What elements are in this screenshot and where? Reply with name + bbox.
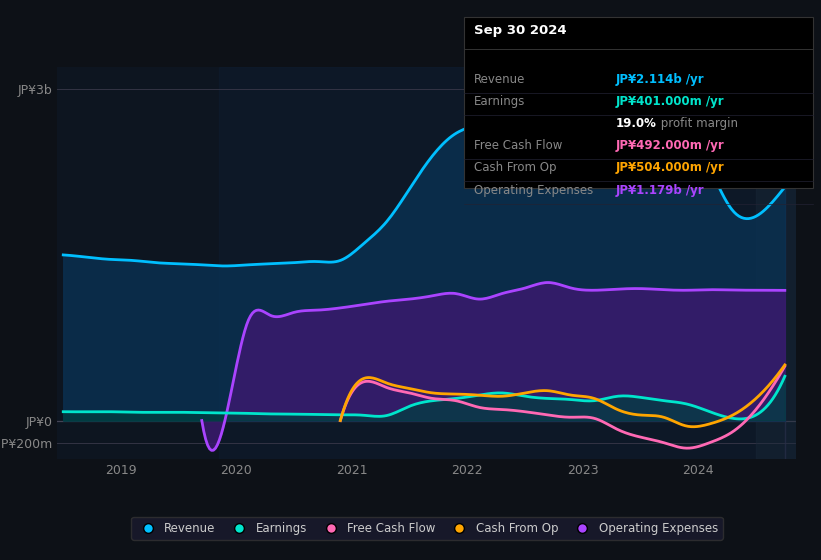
Text: JP¥1.179b /yr: JP¥1.179b /yr (616, 184, 704, 197)
Text: 19.0%: 19.0% (616, 116, 657, 129)
Text: Sep 30 2024: Sep 30 2024 (474, 24, 566, 36)
Text: Cash From Op: Cash From Op (474, 161, 556, 174)
Bar (219, 67, 796, 459)
Text: Earnings: Earnings (474, 95, 525, 108)
Text: profit margin: profit margin (657, 116, 738, 129)
Text: Revenue: Revenue (474, 73, 525, 86)
Text: JP¥401.000m /yr: JP¥401.000m /yr (616, 95, 724, 108)
Bar (756, 67, 796, 459)
Text: JP¥504.000m /yr: JP¥504.000m /yr (616, 161, 724, 174)
Text: JP¥2.114b /yr: JP¥2.114b /yr (616, 73, 704, 86)
Text: JP¥492.000m /yr: JP¥492.000m /yr (616, 139, 724, 152)
Text: Operating Expenses: Operating Expenses (474, 184, 593, 197)
Text: Free Cash Flow: Free Cash Flow (474, 139, 562, 152)
Legend: Revenue, Earnings, Free Cash Flow, Cash From Op, Operating Expenses: Revenue, Earnings, Free Cash Flow, Cash … (131, 517, 722, 539)
